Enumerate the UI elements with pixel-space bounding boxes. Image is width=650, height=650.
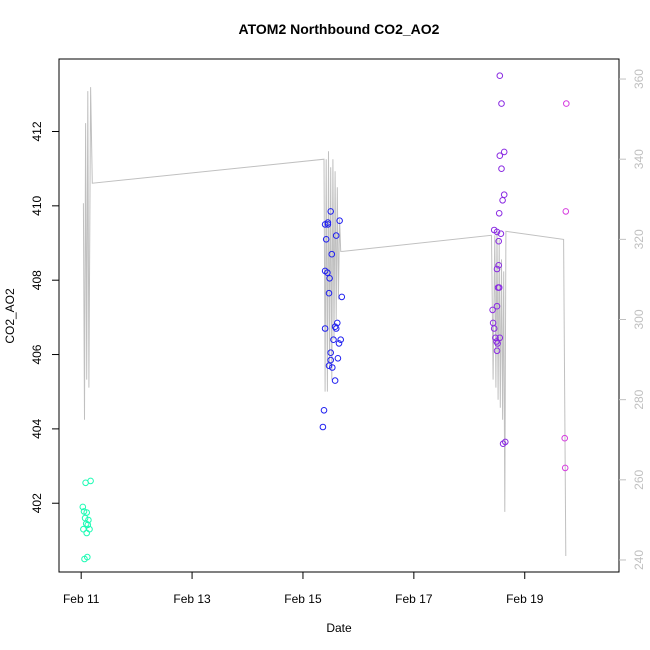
- y-axis-label: CO2_AO2: [3, 288, 17, 344]
- data-point-s1-21: [327, 349, 335, 357]
- y2-tick-label: 260: [632, 469, 646, 489]
- data-point-s1-13: [338, 293, 346, 301]
- data-point-s3-0: [563, 100, 570, 107]
- secondary-line-layer: [82, 87, 567, 557]
- data-point-s1-1: [319, 423, 327, 431]
- x-axis-label: Date: [326, 621, 352, 635]
- data-point-s1-8: [324, 269, 331, 277]
- data-point-s1-18: [335, 340, 343, 347]
- y-axis-right: 240 260 280 300 320 340 360: [619, 69, 646, 570]
- data-point-s1-24: [329, 364, 336, 371]
- data-point-s2-20: [492, 334, 499, 342]
- y2-tick-label: 320: [632, 229, 646, 249]
- data-point-s0-10: [83, 529, 90, 537]
- data-point-s1-12: [325, 289, 333, 297]
- data-point-s3-1: [562, 208, 570, 215]
- data-point-s2-23: [496, 334, 504, 342]
- y2-tick-label: 360: [632, 69, 646, 89]
- x-tick-label: Feb 11: [63, 592, 100, 606]
- data-point-s1-27: [324, 219, 332, 226]
- data-point-s0-0: [79, 503, 87, 511]
- points-layer: [79, 72, 570, 563]
- data-point-s1-20: [330, 336, 337, 344]
- data-point-s0-11: [85, 516, 92, 524]
- x-axis: Feb 11 Feb 13 Feb 15 Feb 17 Feb 19: [63, 571, 544, 606]
- data-point-s1-26: [327, 356, 335, 364]
- data-point-s1-5: [322, 236, 330, 243]
- y2-tick-label: 280: [632, 389, 646, 409]
- secondary-line: [82, 87, 567, 557]
- data-point-s1-9: [326, 275, 333, 282]
- data-point-s2-26: [502, 438, 509, 446]
- x-tick-label: Feb 17: [395, 592, 433, 606]
- data-point-s2-19: [490, 325, 498, 332]
- data-point-s0-5: [80, 525, 87, 533]
- data-point-s2-9: [500, 148, 508, 156]
- data-point-s2-3: [497, 230, 505, 237]
- data-point-s1-16: [321, 325, 329, 332]
- y-axis: 402 404 406 408 410 412: [30, 121, 59, 513]
- data-point-s1-3: [324, 221, 332, 228]
- data-point-s2-1: [493, 228, 501, 236]
- data-point-s0-4: [83, 509, 90, 516]
- y-tick-label: 404: [30, 419, 44, 439]
- data-point-s1-17: [332, 325, 340, 332]
- y-tick-label: 412: [30, 121, 44, 141]
- x-tick-label: Feb 15: [284, 592, 322, 606]
- data-point-s2-11: [496, 72, 504, 79]
- data-point-s0-12: [87, 477, 94, 485]
- data-point-s1-6: [328, 250, 336, 258]
- data-point-s2-6: [500, 191, 508, 198]
- data-point-s2-4: [495, 210, 503, 217]
- data-point-s2-22: [494, 340, 501, 347]
- chart-title: ATOM2 Northbound CO2_AO2: [239, 21, 440, 37]
- data-point-s2-17: [489, 306, 496, 314]
- y2-tick-label: 300: [632, 309, 646, 329]
- y-tick-label: 406: [30, 344, 44, 364]
- data-point-s3-3: [561, 464, 569, 472]
- data-point-s2-7: [498, 165, 505, 172]
- data-point-s2-16: [493, 302, 501, 310]
- data-point-s2-15: [495, 284, 503, 291]
- y2-tick-label: 340: [632, 149, 646, 169]
- data-point-s2-13: [495, 262, 503, 269]
- y-tick-label: 410: [30, 196, 44, 216]
- y-tick-label: 408: [30, 270, 44, 290]
- data-point-s2-10: [498, 100, 505, 107]
- y-tick-label: 402: [30, 493, 44, 513]
- x-tick-label: Feb 13: [173, 592, 211, 606]
- x-tick-label: Feb 19: [506, 592, 544, 606]
- data-point-s3-2: [561, 434, 569, 442]
- data-point-s1-19: [337, 336, 345, 344]
- data-point-s1-10: [332, 232, 340, 239]
- data-point-s2-8: [496, 152, 504, 159]
- data-point-s1-25: [331, 377, 339, 384]
- data-point-s1-4: [327, 208, 335, 215]
- data-point-s2-2: [495, 237, 503, 245]
- y2-tick-label: 240: [632, 550, 646, 570]
- data-point-s0-8: [84, 521, 92, 529]
- data-point-s1-11: [336, 217, 343, 224]
- data-point-s1-22: [334, 355, 342, 362]
- data-point-s2-12: [493, 265, 501, 273]
- data-point-s0-13: [84, 553, 91, 561]
- data-point-s2-24: [493, 347, 501, 355]
- data-point-s1-0: [320, 407, 328, 414]
